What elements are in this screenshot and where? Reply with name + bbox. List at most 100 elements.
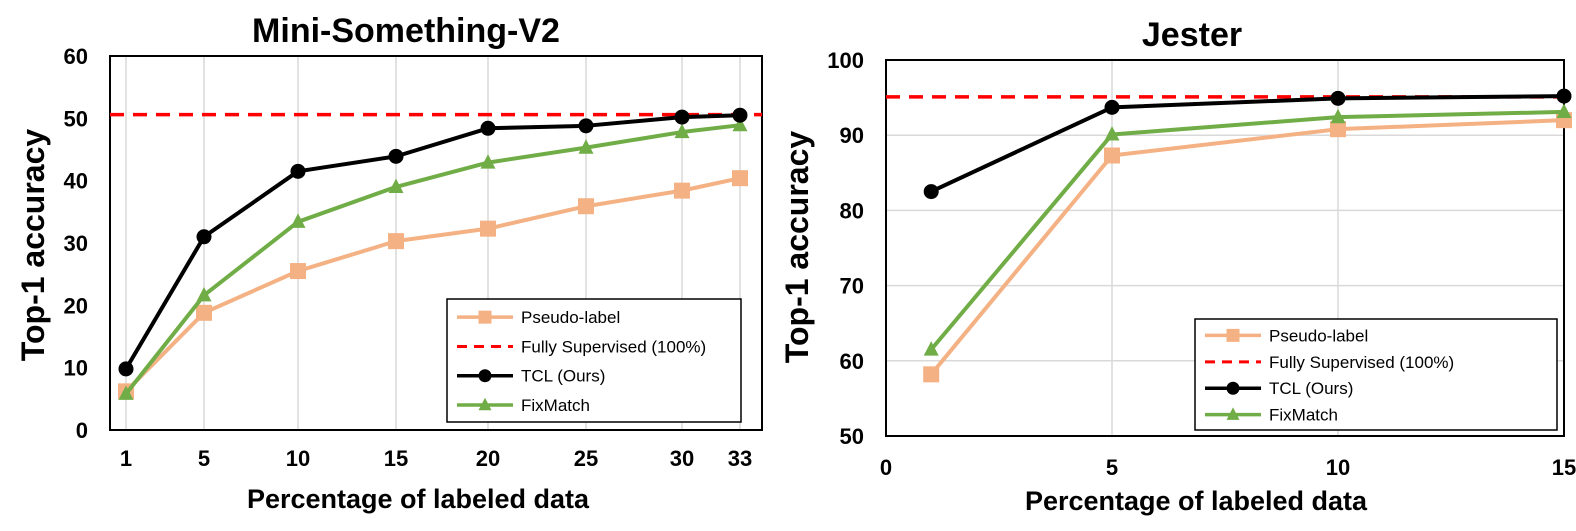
plot-frame <box>109 55 763 431</box>
legend-item-tcl: TCL (Ours) <box>1205 379 1353 398</box>
data-point <box>578 139 594 154</box>
x-axis-label: Percentage of labeled data <box>247 484 590 514</box>
series-fixmatch <box>923 103 1572 356</box>
series-line <box>124 113 741 370</box>
data-point <box>1556 88 1572 104</box>
legend-marker <box>1226 381 1240 395</box>
data-point <box>388 178 404 193</box>
y-tick-label: 80 <box>840 198 864 223</box>
y-tick-label: 60 <box>64 44 88 69</box>
chart-title: Jester <box>1142 16 1242 54</box>
x-axis-label: Percentage of labeled data <box>1025 486 1368 516</box>
y-tick-labels: 0 10 20 30 40 50 60 <box>64 44 88 443</box>
data-point <box>388 148 404 164</box>
y-axis-label: Top-1 accuracy <box>15 129 51 362</box>
x-tick-label: 0 <box>880 455 892 480</box>
series-tcl <box>923 88 1572 200</box>
legend-item-fixmatch: FixMatch <box>457 396 590 415</box>
data-point <box>674 123 690 139</box>
legend-item-tcl: TCL (Ours) <box>457 367 605 386</box>
data-point <box>1104 147 1120 164</box>
y-tick-label: 30 <box>64 231 88 256</box>
legend-box <box>1194 318 1558 431</box>
series-tcl <box>118 107 748 377</box>
data-point <box>923 184 939 200</box>
y-tick-label: 50 <box>64 106 88 131</box>
x-tick-label: 10 <box>1326 455 1350 480</box>
legend-label: FixMatch <box>521 396 590 415</box>
data-point <box>923 341 939 356</box>
y-axis-label: Top-1 accuracy <box>779 131 815 364</box>
x-tick-label: 30 <box>670 446 694 471</box>
legend: Pseudo-label Fully Supervised (100%) TCL (… <box>446 298 742 423</box>
x-tick-label: 1 <box>120 446 132 471</box>
data-point <box>1330 108 1346 124</box>
y-tick-label: 40 <box>64 169 88 194</box>
legend-label: Fully Supervised (100%) <box>1269 353 1454 372</box>
x-tick-label: 15 <box>1552 455 1576 480</box>
x-tick-labels: 1 5 10 15 20 25 30 33 <box>120 446 752 471</box>
x-tick-label: 10 <box>286 446 310 471</box>
legend-item-fixmatch: FixMatch <box>1205 406 1338 425</box>
x-tick-label: 33 <box>728 446 752 471</box>
legend-label: Pseudo-label <box>1269 326 1368 345</box>
data-point <box>732 170 748 187</box>
data-point <box>923 366 940 383</box>
legend-item-fully-supervised: Fully Supervised (100%) <box>457 337 706 356</box>
data-point <box>1330 90 1346 106</box>
y-tick-label: 100 <box>827 48 864 73</box>
data-point <box>1104 126 1120 141</box>
chart-mini-something-v2: Mini-Something-V2 Top-1 accuracy Percent… <box>15 12 763 514</box>
data-point <box>480 154 496 169</box>
legend-marker <box>478 310 492 324</box>
legend-item-pseudo-label: Pseudo-label <box>1205 326 1368 345</box>
legend-marker <box>1226 328 1240 342</box>
legend-marker <box>1226 407 1240 420</box>
legend-label: FixMatch <box>1269 406 1338 425</box>
data-point <box>290 263 306 280</box>
legend-item-pseudo-label: Pseudo-label <box>457 308 620 327</box>
x-tick-label: 20 <box>476 446 500 471</box>
series-line <box>929 118 1565 376</box>
y-tick-label: 10 <box>64 356 88 381</box>
data-point <box>290 213 306 228</box>
x-tick-label: 5 <box>1106 455 1118 480</box>
legend-box <box>446 298 742 423</box>
data-point <box>732 107 748 123</box>
x-tick-label: 15 <box>384 446 408 471</box>
data-point <box>118 385 134 400</box>
data-point <box>578 118 594 134</box>
data-point <box>578 198 594 215</box>
legend-label: Fully Supervised (100%) <box>521 337 706 356</box>
series-fixmatch <box>118 116 748 400</box>
legend-label: TCL (Ours) <box>1269 379 1353 398</box>
data-point <box>480 220 496 237</box>
legend: Pseudo-label Fully Supervised (100%) TCL (… <box>1194 318 1558 431</box>
series-pseudo-label <box>118 170 748 400</box>
y-tick-label: 0 <box>76 418 88 443</box>
data-point <box>196 304 212 321</box>
legend-label: TCL (Ours) <box>521 367 605 386</box>
y-tick-label: 50 <box>840 424 864 449</box>
chart-title: Mini-Something-V2 <box>252 12 560 50</box>
y-tick-label: 60 <box>840 349 864 374</box>
y-tick-label: 90 <box>840 123 864 148</box>
y-tick-labels: 50 60 70 80 90 100 <box>827 48 864 449</box>
y-tick-label: 20 <box>64 293 88 318</box>
series-line <box>929 109 1565 351</box>
data-point <box>480 120 496 136</box>
data-point <box>196 286 212 302</box>
series-line <box>930 94 1565 194</box>
data-point <box>1556 103 1572 118</box>
series-line <box>124 123 741 396</box>
chart-jester: Jester Top-1 accuracy Percentage of labe… <box>779 16 1576 516</box>
data-point <box>388 233 404 250</box>
data-point <box>118 361 134 377</box>
x-tick-label: 25 <box>574 446 598 471</box>
x-tick-labels: 0 5 10 15 <box>880 455 1576 480</box>
data-point <box>674 109 690 125</box>
data-point <box>1104 99 1120 115</box>
legend-item-fully-supervised: Fully Supervised (100%) <box>1205 353 1454 372</box>
plot-frame <box>885 59 1565 437</box>
